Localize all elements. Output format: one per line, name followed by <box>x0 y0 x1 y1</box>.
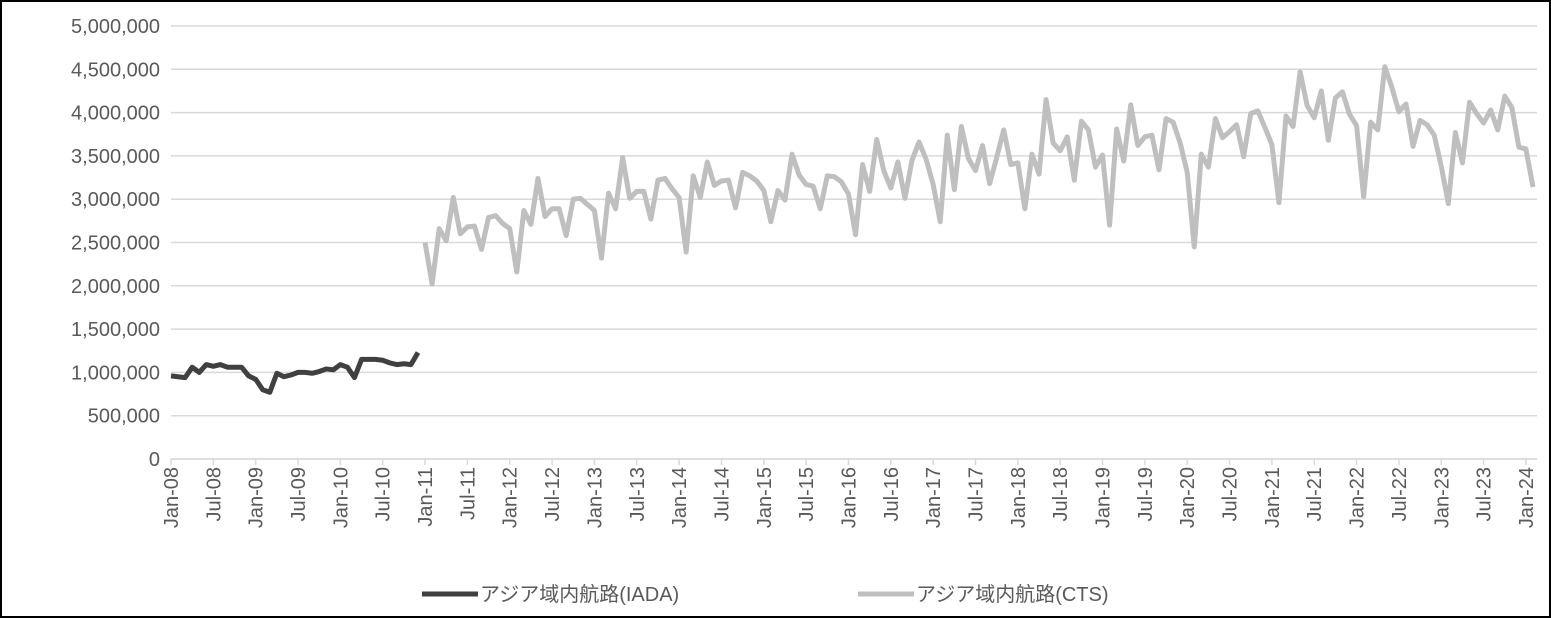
x-tick-label: Jan-23 <box>1431 467 1453 528</box>
x-tick-label: Jan-17 <box>923 467 945 528</box>
y-tick-label: 0 <box>149 449 160 471</box>
x-tick-label: Jan-16 <box>838 467 860 528</box>
legend-label: アジア域内航路(IADA) <box>480 583 679 606</box>
x-tick-label: Jan-18 <box>1008 467 1030 528</box>
line-series <box>170 351 421 395</box>
x-tick-label: Jan-10 <box>330 467 352 528</box>
x-tick-label: Jan-11 <box>415 467 437 527</box>
x-tick-label: Jan-20 <box>1177 467 1199 528</box>
x-tick-label: Jul-10 <box>373 467 395 521</box>
x-tick-label: Jul-23 <box>1474 467 1496 521</box>
x-tick-label: Jul-19 <box>1135 467 1157 521</box>
y-tick-label: 1,500,000 <box>71 319 160 341</box>
x-tick-label: Jan-12 <box>500 467 522 528</box>
x-tick-label: Jan-15 <box>754 467 776 528</box>
x-tick-label: Jan-24 <box>1516 467 1538 528</box>
y-tick-label: 2,500,000 <box>71 233 160 255</box>
line-series <box>422 64 1536 287</box>
y-tick-label: 3,000,000 <box>71 189 160 211</box>
y-tick-label: 2,000,000 <box>71 276 160 298</box>
x-tick-label: Jul-16 <box>881 467 903 521</box>
x-tick-label: Jul-14 <box>711 467 733 521</box>
x-tick-label: Jul-20 <box>1220 467 1242 521</box>
y-tick-label: 500,000 <box>88 406 160 428</box>
x-tick-label: Jan-19 <box>1093 467 1115 528</box>
y-tick-label: 3,500,000 <box>71 146 160 168</box>
y-tick-label: 5,000,000 <box>71 16 160 38</box>
x-tick-label: Jul-15 <box>796 467 818 521</box>
x-tick-label: Jan-21 <box>1262 467 1284 528</box>
x-tick-label: Jul-21 <box>1304 467 1326 521</box>
legend-label: アジア域内航路(CTS) <box>916 583 1109 606</box>
x-tick-label: Jan-22 <box>1347 467 1369 528</box>
x-tick-label: Jul-09 <box>288 467 310 521</box>
x-tick-label: Jan-14 <box>669 467 691 528</box>
x-tick-label: Jul-17 <box>965 467 987 521</box>
x-tick-label: Jul-11 <box>457 467 479 520</box>
x-tick-label: Jan-13 <box>584 467 606 528</box>
x-tick-label: Jul-13 <box>627 467 649 521</box>
y-tick-label: 4,000,000 <box>71 103 160 125</box>
x-tick-label: Jul-22 <box>1389 467 1411 521</box>
x-tick-label: Jul-12 <box>542 467 564 521</box>
x-tick-label: Jan-08 <box>161 467 183 528</box>
x-tick-label: Jul-08 <box>203 467 225 521</box>
y-tick-label: 4,500,000 <box>71 59 160 81</box>
x-tick-label: Jul-18 <box>1050 467 1072 521</box>
y-tick-label: 1,000,000 <box>71 362 160 384</box>
x-tick-label: Jan-09 <box>246 467 268 528</box>
